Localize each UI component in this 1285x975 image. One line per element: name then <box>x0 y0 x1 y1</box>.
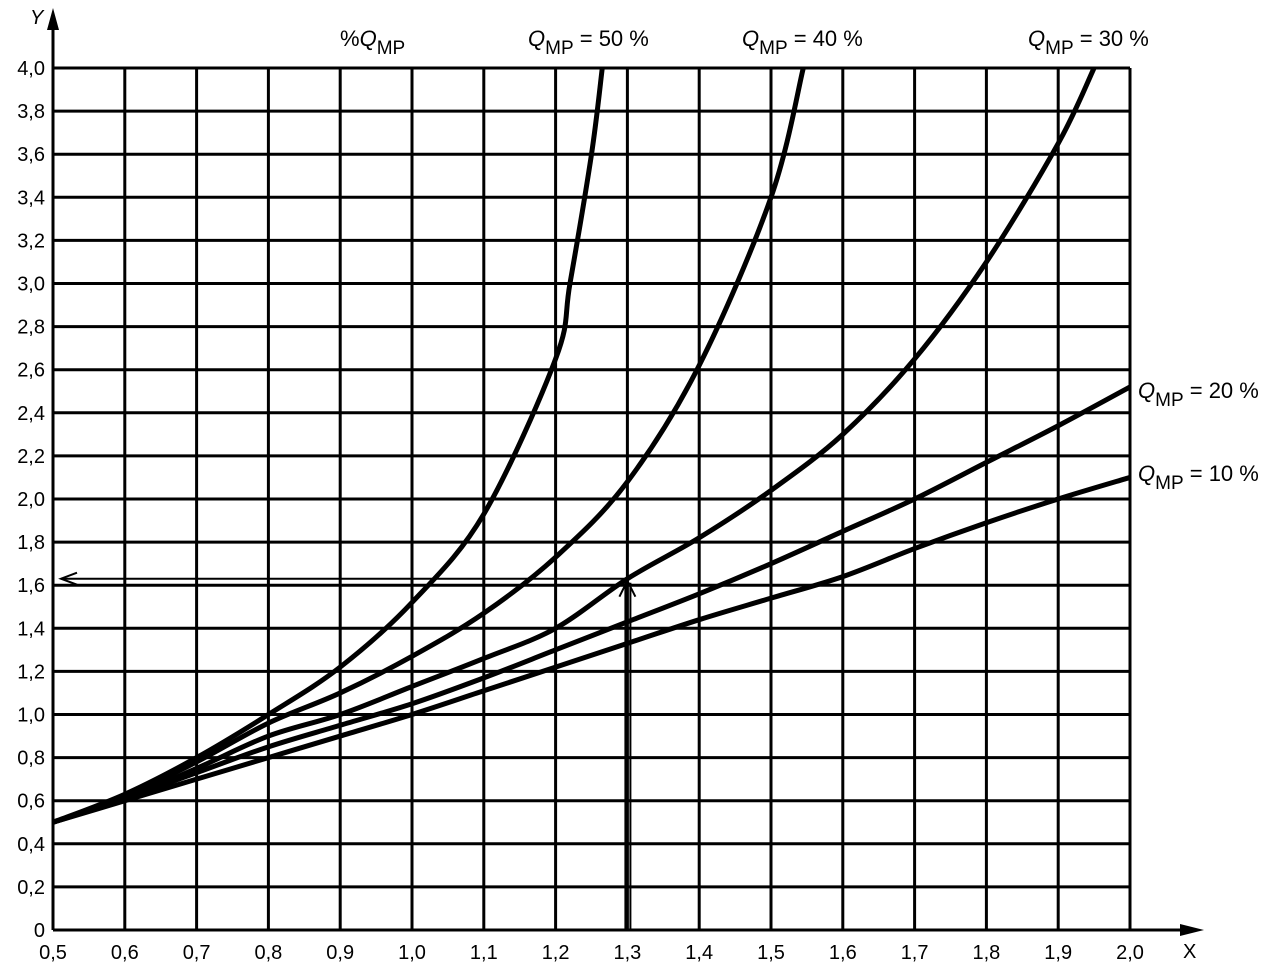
y-tick-label: 1,8 <box>17 532 45 554</box>
y-tick-label: 1,4 <box>17 618 45 640</box>
series-curve <box>52 67 806 825</box>
y-tick-label: 2,6 <box>17 360 45 382</box>
x-axis-label: X <box>1183 941 1196 963</box>
y-tick-label: 3,2 <box>17 230 45 252</box>
curves <box>52 66 1132 825</box>
y-tick-label: 2,2 <box>17 446 45 468</box>
arrow-left-icon <box>58 571 78 586</box>
x-tick-label: 1,3 <box>613 942 641 964</box>
y-tick-label: 1,6 <box>17 575 45 597</box>
x-tick-label: 1,0 <box>398 942 426 964</box>
x-tick-label: 1,1 <box>470 942 498 964</box>
y-tick-label: 4,0 <box>17 58 45 80</box>
y-tick-label: 0,8 <box>17 748 45 770</box>
series-label: QMP = 20 % <box>1138 378 1259 411</box>
series-label: QMP = 10 % <box>1138 461 1259 494</box>
x-tick-label: 0,6 <box>111 942 139 964</box>
y-tick-label: 2,8 <box>17 317 45 339</box>
x-tick-label: 2,0 <box>1116 942 1144 964</box>
x-tick-label: 1,2 <box>542 942 570 964</box>
x-tick-label: 1,5 <box>757 942 785 964</box>
y-tick-label: 0,6 <box>17 791 45 813</box>
legend-header-label: %QMP <box>340 26 405 59</box>
series-curve <box>52 66 1097 825</box>
x-tick-label: 1,4 <box>685 942 713 964</box>
y-tick-label: 3,0 <box>17 274 45 296</box>
x-tick-label: 1,9 <box>1044 942 1072 964</box>
x-tick-label: 1,8 <box>972 942 1000 964</box>
series-curve <box>52 384 1132 825</box>
y-axis-label: Y <box>30 7 45 29</box>
y-tick-label: 0 <box>34 920 45 942</box>
series-label: QMP = 40 % <box>742 26 863 59</box>
x-tick-label: 0,5 <box>39 942 67 964</box>
x-tick-label: 1,6 <box>829 942 857 964</box>
tick-labels: 0,5 0,6 0,7 0,8 0,9 1,0 1,1 1,2 1,3 1,4 1,5 1,6 1,7 1… <box>17 58 1144 964</box>
y-tick-label: 0,4 <box>17 834 45 856</box>
y-axis-arrow-icon <box>47 8 59 30</box>
x-axis-arrow-icon <box>1180 924 1204 936</box>
x-tick-label: 0,8 <box>254 942 282 964</box>
y-tick-label: 0,2 <box>17 877 45 899</box>
series-curve <box>52 67 605 825</box>
series-label: QMP = 30 % <box>1028 26 1149 59</box>
reading-annotation <box>58 571 637 930</box>
series-labels: %QMP QMP = 50 % QMP = 40 % QMP = 30 % QMP = … <box>340 26 1259 494</box>
y-tick-label: 1,0 <box>17 705 45 727</box>
y-tick-label: 2,0 <box>17 489 45 511</box>
x-tick-label: 0,7 <box>183 942 211 964</box>
y-tick-label: 2,4 <box>17 403 45 425</box>
y-tick-label: 3,8 <box>17 101 45 123</box>
y-tick-label: 3,4 <box>17 187 45 209</box>
x-tick-label: 0,9 <box>326 942 354 964</box>
y-tick-label: 1,2 <box>17 661 45 683</box>
x-tick-label: 1,7 <box>901 942 929 964</box>
y-tick-label: 3,6 <box>17 144 45 166</box>
series-label: QMP = 50 % <box>528 26 649 59</box>
grid <box>51 66 1132 932</box>
series-curve <box>52 475 1131 825</box>
axes: YX <box>30 7 1204 963</box>
